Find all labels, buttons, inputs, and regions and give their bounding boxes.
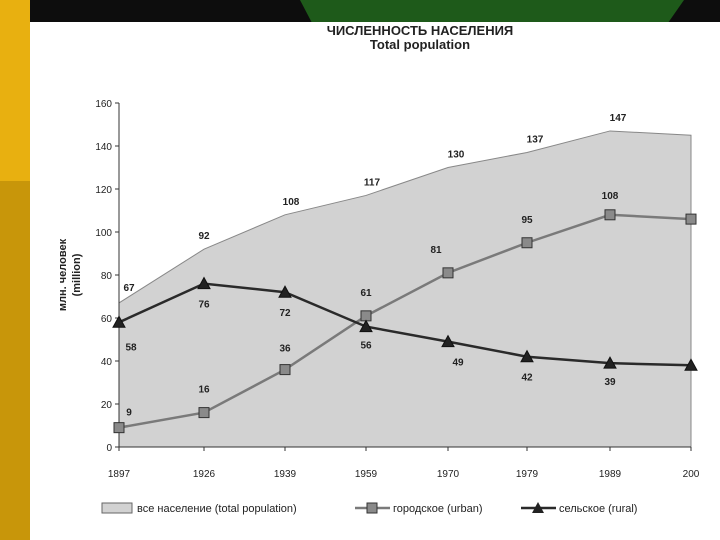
rural-point xyxy=(684,358,698,371)
x-tick-label: 1926 xyxy=(193,469,216,480)
total-value-label: 67 xyxy=(123,283,135,294)
urban-point xyxy=(279,364,291,376)
urban-point xyxy=(521,237,533,249)
urban-value-label: 81 xyxy=(430,245,442,256)
legend-label-urban: городское (urban) xyxy=(393,503,483,515)
rural-value-label: 49 xyxy=(452,358,464,369)
rural-point xyxy=(278,285,292,298)
y-tick-label: 140 xyxy=(95,142,112,153)
y-tick-label: 40 xyxy=(101,357,113,368)
total-value-label: 92 xyxy=(198,231,210,242)
urban-value-label: 9 xyxy=(126,408,132,419)
rural-point xyxy=(359,319,373,333)
rural-point xyxy=(197,276,211,290)
x-tick-label: 1939 xyxy=(274,469,297,480)
rural-point xyxy=(603,356,617,369)
legend-swatch-total xyxy=(101,502,133,514)
x-tick-label: 200 xyxy=(683,469,700,480)
urban-point xyxy=(604,209,616,221)
total-value-label: 147 xyxy=(610,113,627,124)
y-tick-label: 20 xyxy=(101,400,113,411)
total-value-label: 130 xyxy=(448,150,465,161)
rural-line xyxy=(118,282,692,367)
total-value-label: 108 xyxy=(283,197,300,208)
urban-value-label: 108 xyxy=(602,191,619,202)
urban-point xyxy=(360,310,372,322)
urban-line xyxy=(118,213,692,429)
x-tick-label: 1970 xyxy=(437,469,460,480)
legend-marker-rural xyxy=(532,502,544,513)
urban-value-label: 61 xyxy=(360,288,372,299)
y-axis-label: млн. человек xyxy=(57,238,69,311)
total-value-label: 137 xyxy=(527,134,544,145)
urban-point xyxy=(198,407,210,419)
rural-value-label: 39 xyxy=(604,377,616,388)
legend-label-rural: сельское (rural) xyxy=(559,503,637,515)
y-tick-label: 100 xyxy=(95,228,112,239)
rural-value-label: 76 xyxy=(198,300,210,311)
urban-point xyxy=(442,267,454,279)
rural-point xyxy=(441,334,455,348)
top-banner xyxy=(300,0,684,22)
x-tick-label: 1959 xyxy=(355,469,378,480)
urban-value-label: 95 xyxy=(521,215,533,226)
chart-subtitle: Total population xyxy=(369,37,471,52)
y-tick-label: 80 xyxy=(101,271,113,282)
total-value-label: 117 xyxy=(364,177,381,188)
rural-value-label: 42 xyxy=(521,373,533,384)
left-accent-bar xyxy=(0,0,30,181)
rural-value-label: 58 xyxy=(125,342,137,353)
legend-label-total: все население (total population) xyxy=(137,503,297,515)
chart-title-block: ЧИСЛЕННОСТЬ НАСЕЛЕНИЯ Total population xyxy=(240,24,600,52)
urban-value-label: 16 xyxy=(198,385,210,396)
chart-title: ЧИСЛЕННОСТЬ НАСЕЛЕНИЯ xyxy=(326,23,514,38)
rural-value-label: 56 xyxy=(360,341,372,352)
legend-marker-urban xyxy=(366,502,378,514)
rural-point xyxy=(520,349,534,363)
y-tick-label: 160 xyxy=(95,99,112,110)
y-tick-label: 0 xyxy=(106,443,112,454)
y-tick-label: 60 xyxy=(101,314,113,325)
y-tick-label: 120 xyxy=(95,185,112,196)
urban-value-label: 36 xyxy=(279,344,291,355)
x-tick-label: 1897 xyxy=(108,469,131,480)
x-tick-label: 1979 xyxy=(516,469,539,480)
x-tick-label: 1989 xyxy=(599,469,622,480)
rural-point xyxy=(112,315,126,328)
urban-point xyxy=(685,213,697,225)
left-accent-bar-lower xyxy=(0,181,30,540)
urban-point xyxy=(113,422,125,434)
y-axis-label-unit: (million) xyxy=(71,253,83,296)
rural-value-label: 72 xyxy=(279,308,291,319)
total-population-area xyxy=(118,130,692,448)
